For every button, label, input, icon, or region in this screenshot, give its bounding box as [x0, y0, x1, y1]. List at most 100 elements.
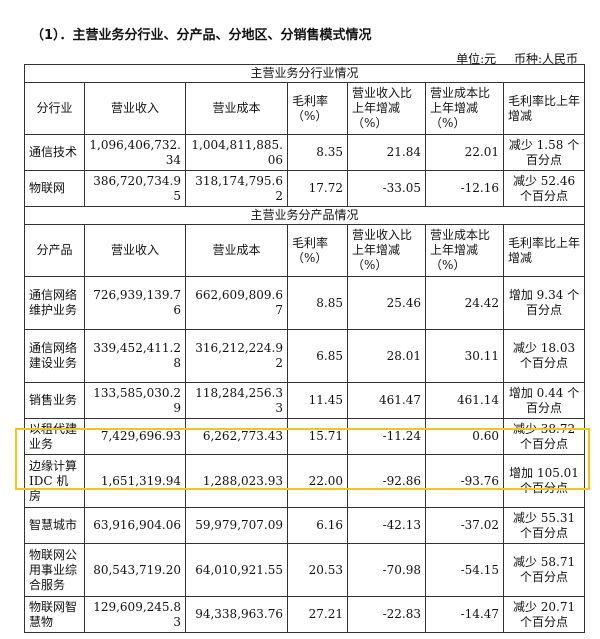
- section-title: 主营业务分产品情况: [23, 206, 586, 225]
- table-cell: 21.84: [347, 134, 426, 171]
- table-row: 物联网智慧物 129,609,245.83 94,338,963.76 27.21 -2…: [24, 596, 586, 633]
- table-cell: 64,010,921.55: [185, 543, 288, 597]
- table-cell: 增加 9.34 个百分点: [502, 276, 586, 330]
- table-cell: 59,979,707.09: [185, 507, 288, 544]
- table-cell: 30.11: [425, 329, 504, 383]
- table-cell: 11.45: [287, 382, 348, 419]
- table-row: 物联网公用事业综合服务 80,543,719.20 64,010,921.55 20.…: [24, 543, 586, 597]
- row-label: 通信网络建设业务: [24, 329, 85, 383]
- table-cell: -33.05: [347, 170, 426, 207]
- table-row: 智慧城市 63,916,904.06 59,979,707.09 6.16 -42.13…: [24, 507, 586, 544]
- column-header: 分产品: [24, 224, 85, 277]
- table-row: 通信网络建设业务 339,452,411.28 316,212,224.92 6.85…: [24, 329, 586, 383]
- table-cell: -37.02: [425, 507, 504, 544]
- row-label: 物联网: [24, 170, 85, 207]
- column-header: 营业成本比上年增减（%）: [425, 82, 504, 135]
- row-label: 边缘计算 IDC 机房: [24, 454, 85, 508]
- table-cell: 318,174,795.62: [185, 170, 288, 207]
- table-row: 通信网络维护业务 726,939,139.76 662,609,809.67 8.85…: [24, 276, 586, 330]
- table-cell: 80,543,719.20: [84, 543, 186, 597]
- table-row: 以租代建业务 7,429,696.93 6,262,773.43 15.71 -11.2…: [24, 418, 586, 455]
- table-cell: -14.47: [425, 596, 504, 633]
- table-cell: 1,096,406,732.34: [84, 134, 186, 171]
- table-cell: 25.46: [347, 276, 426, 330]
- table-cell: 22.01: [425, 134, 504, 171]
- table-cell: -70.98: [347, 543, 426, 597]
- table-row: 通信技术 1,096,406,732.34 1,004,811,885.06 8.35…: [24, 134, 586, 171]
- table-cell: 118,284,256.33: [185, 382, 288, 419]
- table-cell: 133,585,030.29: [84, 382, 186, 419]
- column-header: 营业收入: [84, 82, 186, 135]
- table-cell: -42.13: [347, 507, 426, 544]
- table-cell: 726,939,139.76: [84, 276, 186, 330]
- table-cell: 减少 58.71 个百分点: [502, 543, 586, 597]
- table-cell: 1,288,023.93: [185, 454, 288, 508]
- column-header: 毛利率（%）: [287, 224, 348, 277]
- table-cell: -11.24: [347, 418, 426, 455]
- table-cell: 6,262,773.43: [185, 418, 288, 455]
- section-title-row: 主营业务分行业情况: [23, 64, 586, 83]
- unit-line: 单位:元 币种:人民币: [456, 50, 578, 67]
- row-label: 通信技术: [24, 134, 85, 171]
- table-cell: 减少 55.31 个百分点: [502, 507, 586, 544]
- table-cell: -22.83: [347, 596, 426, 633]
- column-header: 毛利率比上年增减: [502, 224, 586, 277]
- table-row: 物联网 386,720,734.95 318,174,795.62 17.72 -33.…: [24, 170, 586, 207]
- table-cell: 6.16: [287, 507, 348, 544]
- table-cell: 339,452,411.28: [84, 329, 186, 383]
- column-header: 毛利率（%）: [287, 82, 348, 135]
- column-header: 营业成本: [185, 82, 288, 135]
- table-cell: 减少 38.72 个百分点: [502, 418, 586, 455]
- row-label: 销售业务: [24, 382, 85, 419]
- table-cell: 27.21: [287, 596, 348, 633]
- table-cell: 662,609,809.67: [185, 276, 288, 330]
- main-business-table: 主营业务分行业情况 分行业 营业收入 营业成本 毛利率（%） 营业收入比上年增减（%） 营业…: [23, 64, 586, 633]
- table-cell: 增加 0.44 个百分点: [502, 382, 586, 419]
- table-cell: 8.35: [287, 134, 348, 171]
- section-title-row: 主营业务分产品情况: [23, 206, 586, 225]
- table-cell: 0.60: [425, 418, 504, 455]
- row-label: 以租代建业务: [24, 418, 85, 455]
- table-cell: 6.85: [287, 329, 348, 383]
- unit-label: 单位:元: [456, 52, 497, 66]
- row-label: 智慧城市: [24, 507, 85, 544]
- table-cell: 316,212,224.92: [185, 329, 288, 383]
- table-cell: 减少 52.46 个百分点: [502, 170, 586, 207]
- table-cell: 63,916,904.06: [84, 507, 186, 544]
- table-cell: 461.14: [425, 382, 504, 419]
- table-cell: -93.76: [425, 454, 504, 508]
- table-cell: -12.16: [425, 170, 504, 207]
- table-cell: 减少 18.03 个百分点: [502, 329, 586, 383]
- table-cell: -54.15: [425, 543, 504, 597]
- row-label: 通信网络维护业务: [24, 276, 85, 330]
- column-header: 营业收入比上年增减（%）: [347, 224, 426, 277]
- table-cell: 8.85: [287, 276, 348, 330]
- table-cell: 减少 1.58 个百分点: [502, 134, 586, 171]
- table-cell: 129,609,245.83: [84, 596, 186, 633]
- header-row: 分产品 营业收入 营业成本 毛利率（%） 营业收入比上年增减（%） 营业成本比上年增减（%…: [24, 224, 586, 277]
- column-header: 营业收入: [84, 224, 186, 277]
- table-cell: 17.72: [287, 170, 348, 207]
- table-cell: 20.53: [287, 543, 348, 597]
- table-cell: 减少 20.71 个百分点: [502, 596, 586, 633]
- column-header: 营业成本比上年增减（%）: [425, 224, 504, 277]
- table-cell: 1,651,319.94: [84, 454, 186, 508]
- row-label: 物联网智慧物: [24, 596, 85, 633]
- column-header: 营业成本: [185, 224, 288, 277]
- table-row: 边缘计算 IDC 机房 1,651,319.94 1,288,023.93 22.00…: [24, 454, 586, 508]
- table-cell: 386,720,734.95: [84, 170, 186, 207]
- table-cell: 461.47: [347, 382, 426, 419]
- section-heading: （1）．主营业务分行业、分产品、分地区、分销售模式情况: [31, 28, 372, 43]
- column-header: 毛利率比上年增减: [502, 82, 586, 135]
- column-header: 分行业: [24, 82, 85, 135]
- table-cell: 7,429,696.93: [84, 418, 186, 455]
- table-cell: -92.86: [347, 454, 426, 508]
- table-cell: 28.01: [347, 329, 426, 383]
- table-cell: 增加 105.01 个百分点: [502, 454, 586, 508]
- table-row: 销售业务 133,585,030.29 118,284,256.33 11.45 461…: [24, 382, 586, 419]
- row-label: 物联网公用事业综合服务: [24, 543, 85, 597]
- table-cell: 22.00: [287, 454, 348, 508]
- table-body: 主营业务分行业情况 分行业 营业收入 营业成本 毛利率（%） 营业收入比上年增减（%） 营业…: [23, 64, 586, 633]
- table-cell: 94,338,963.76: [185, 596, 288, 633]
- table-cell: 24.42: [425, 276, 504, 330]
